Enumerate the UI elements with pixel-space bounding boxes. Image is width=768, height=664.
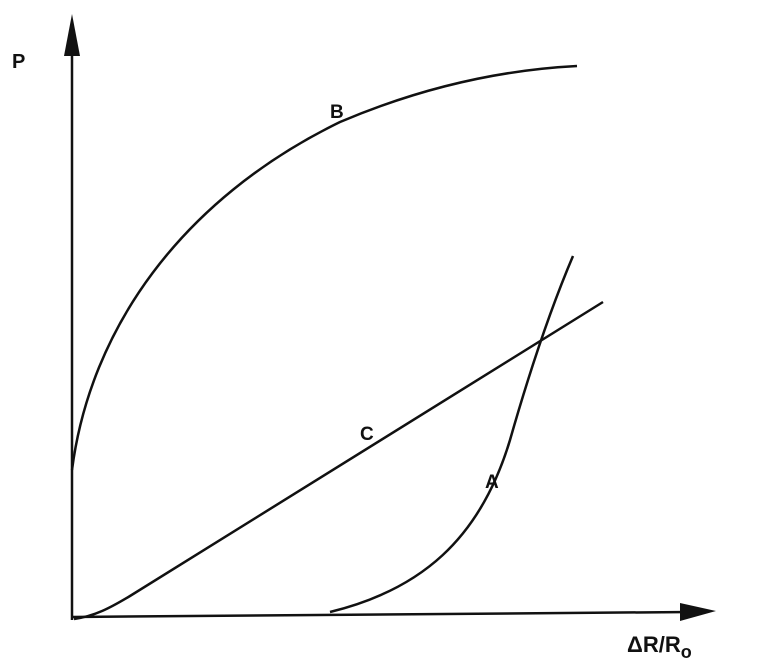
curve-b-label: B bbox=[330, 102, 344, 123]
curve-c-label: C bbox=[360, 424, 374, 445]
x-axis bbox=[71, 610, 691, 619]
x-axis-label: ΔR/Ro bbox=[627, 632, 692, 662]
curve-c bbox=[73, 300, 604, 621]
curve-a-label: A bbox=[485, 472, 499, 493]
x-axis-arrow-icon bbox=[680, 603, 716, 621]
y-axis-label: P bbox=[12, 51, 25, 73]
curve-b bbox=[70, 64, 578, 471]
y-axis-arrow-icon bbox=[64, 14, 80, 56]
curve-a bbox=[329, 255, 575, 614]
